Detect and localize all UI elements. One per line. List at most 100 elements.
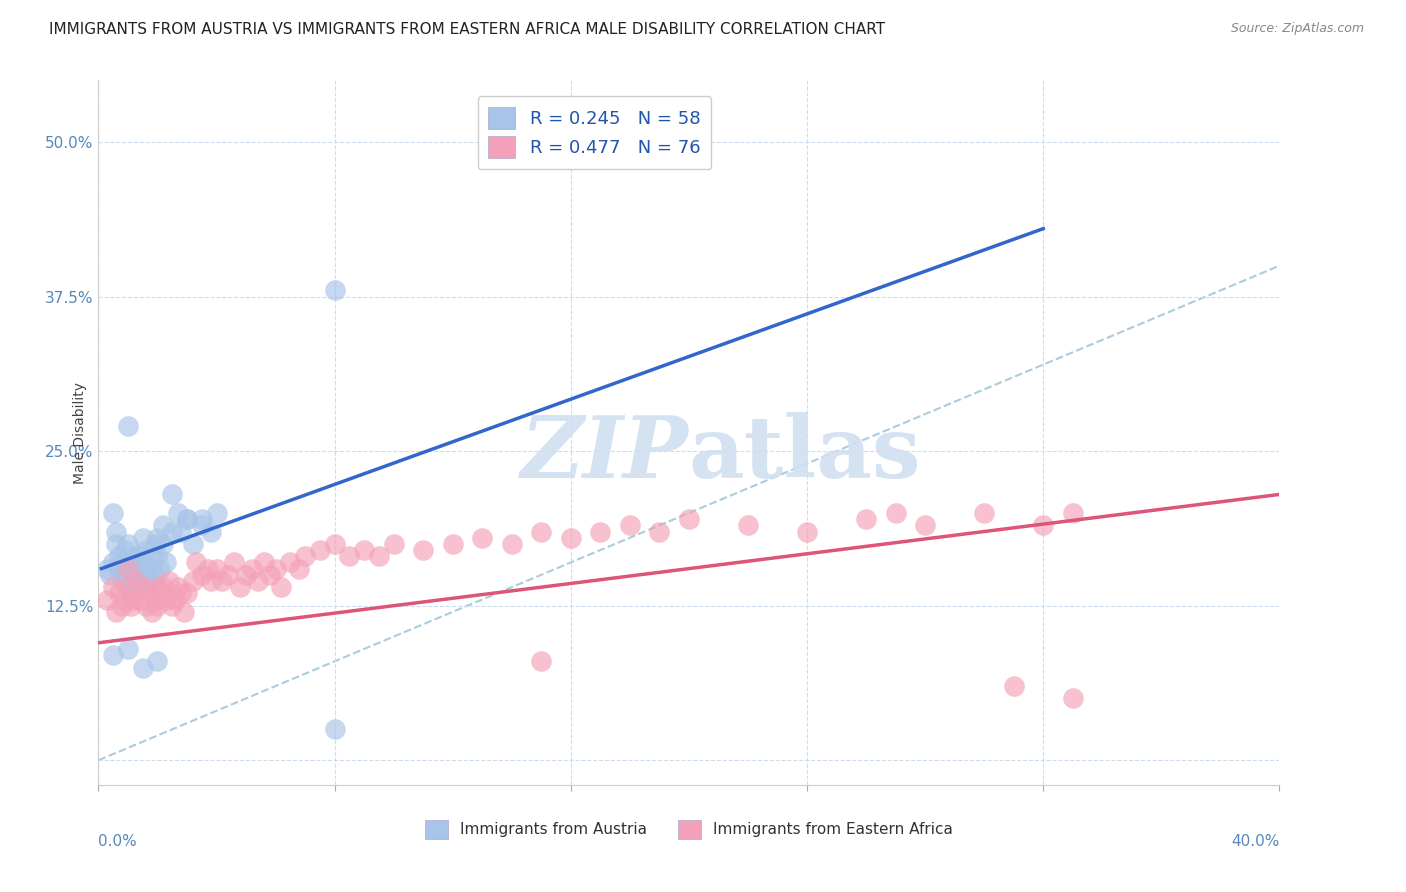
Point xyxy=(108,549,131,564)
Y-axis label: Male Disability: Male Disability xyxy=(73,382,87,483)
Point xyxy=(162,524,183,539)
Point xyxy=(117,580,139,594)
Point xyxy=(117,561,139,575)
Point xyxy=(246,574,269,588)
Point xyxy=(181,574,204,588)
Point xyxy=(141,561,163,575)
Point xyxy=(117,580,139,594)
Point xyxy=(120,586,142,600)
Point xyxy=(132,574,155,588)
Point xyxy=(973,506,995,520)
Point xyxy=(170,586,193,600)
Point xyxy=(170,524,193,539)
Point xyxy=(648,524,671,539)
Point xyxy=(146,531,169,545)
Point xyxy=(280,556,302,570)
Point xyxy=(128,580,150,594)
Point xyxy=(103,556,125,570)
Point xyxy=(103,506,125,520)
Point xyxy=(132,660,155,674)
Point xyxy=(117,537,139,551)
Text: Source: ZipAtlas.com: Source: ZipAtlas.com xyxy=(1230,22,1364,36)
Point xyxy=(471,531,494,545)
Point xyxy=(146,654,169,668)
Point xyxy=(128,549,150,564)
Point xyxy=(323,284,346,298)
Text: IMMIGRANTS FROM AUSTRIA VS IMMIGRANTS FROM EASTERN AFRICA MALE DISABILITY CORREL: IMMIGRANTS FROM AUSTRIA VS IMMIGRANTS FR… xyxy=(49,22,886,37)
Point xyxy=(135,599,157,613)
Point xyxy=(176,512,198,526)
Point xyxy=(125,574,148,588)
Point xyxy=(191,518,214,533)
Point xyxy=(288,561,311,575)
Point xyxy=(165,592,187,607)
Point xyxy=(200,574,222,588)
Point xyxy=(155,592,177,607)
Point xyxy=(108,586,131,600)
Point xyxy=(114,567,136,582)
Point xyxy=(103,580,125,594)
Point xyxy=(105,524,128,539)
Point xyxy=(141,549,163,564)
Point xyxy=(176,512,198,526)
Point xyxy=(323,537,346,551)
Point xyxy=(108,561,131,575)
Point xyxy=(884,506,907,520)
Point xyxy=(152,518,174,533)
Point xyxy=(412,543,434,558)
Point xyxy=(176,586,198,600)
Point xyxy=(149,561,172,575)
Text: ZIP: ZIP xyxy=(522,412,689,496)
Point xyxy=(368,549,391,564)
Point xyxy=(264,561,287,575)
Point xyxy=(589,524,612,539)
Point xyxy=(114,592,136,607)
Point xyxy=(96,561,118,575)
Point xyxy=(184,556,207,570)
Point xyxy=(135,561,157,575)
Point xyxy=(211,574,233,588)
Point xyxy=(914,518,936,533)
Point xyxy=(105,605,128,619)
Point xyxy=(217,567,239,582)
Point xyxy=(105,537,128,551)
Point xyxy=(162,487,183,501)
Point xyxy=(560,531,582,545)
Point xyxy=(125,574,148,588)
Point xyxy=(162,599,183,613)
Point xyxy=(117,419,139,434)
Point xyxy=(253,556,276,570)
Point xyxy=(191,567,214,582)
Point xyxy=(270,580,292,594)
Point xyxy=(441,537,464,551)
Point xyxy=(143,537,166,551)
Point xyxy=(1062,691,1084,706)
Point xyxy=(1032,518,1054,533)
Point xyxy=(117,561,139,575)
Point xyxy=(152,537,174,551)
Point xyxy=(200,524,222,539)
Point xyxy=(197,561,219,575)
Point xyxy=(530,524,553,539)
Point xyxy=(103,648,125,662)
Point xyxy=(111,599,134,613)
Point xyxy=(111,556,134,570)
Point xyxy=(155,556,177,570)
Point xyxy=(309,543,332,558)
Point xyxy=(353,543,375,558)
Point xyxy=(167,506,190,520)
Point xyxy=(737,518,759,533)
Point xyxy=(122,567,145,582)
Point xyxy=(619,518,641,533)
Point xyxy=(294,549,316,564)
Point xyxy=(114,543,136,558)
Point xyxy=(678,512,700,526)
Point xyxy=(855,512,877,526)
Text: 0.0%: 0.0% xyxy=(98,834,138,849)
Point xyxy=(122,592,145,607)
Point xyxy=(143,567,166,582)
Point xyxy=(141,605,163,619)
Point xyxy=(205,506,228,520)
Point xyxy=(146,599,169,613)
Text: 40.0%: 40.0% xyxy=(1232,834,1279,849)
